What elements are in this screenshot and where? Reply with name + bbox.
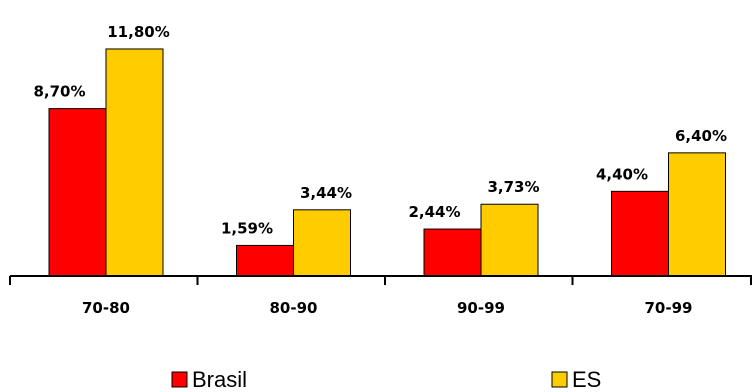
bar-es-80-90 <box>293 209 351 277</box>
bars-layer <box>48 48 726 277</box>
x-tick-label: 80-90 <box>270 299 318 317</box>
legend-swatch-brasil <box>171 371 188 388</box>
x-tick-label: 70-99 <box>645 299 693 317</box>
data-label: 3,73% <box>487 178 539 196</box>
data-label: 8,70% <box>33 83 85 101</box>
data-label: 11,80% <box>107 23 169 41</box>
x-tick-label: 70-80 <box>82 299 130 317</box>
bar-brasil-70-80 <box>48 108 107 277</box>
legend: Brasil ES <box>171 367 601 392</box>
bar-es-90-99 <box>480 203 539 277</box>
value-labels-layer: 8,70% 11,80% 1,59% 3,44% 2,44% 3,73% 4,40% 6,40… <box>33 23 727 237</box>
bar-brasil-90-99 <box>423 228 482 277</box>
legend-label-es: ES <box>572 367 601 392</box>
data-label: 1,59% <box>221 219 273 237</box>
data-label: 3,44% <box>300 184 352 202</box>
data-label: 6,40% <box>675 127 727 145</box>
legend-swatch-es <box>551 371 568 388</box>
x-axis-ticks <box>9 276 752 285</box>
bar-es-70-80 <box>105 48 164 277</box>
bar-es-70-99 <box>668 152 726 277</box>
legend-label-brasil: Brasil <box>192 367 247 392</box>
data-label: 4,40% <box>596 165 648 183</box>
data-label: 2,44% <box>408 203 460 221</box>
x-axis-tick-labels: 70-80 80-90 90-99 70-99 <box>82 299 692 317</box>
bar-brasil-80-90 <box>236 244 294 277</box>
bar-brasil-70-99 <box>611 190 669 277</box>
x-tick-label: 90-99 <box>457 299 505 317</box>
